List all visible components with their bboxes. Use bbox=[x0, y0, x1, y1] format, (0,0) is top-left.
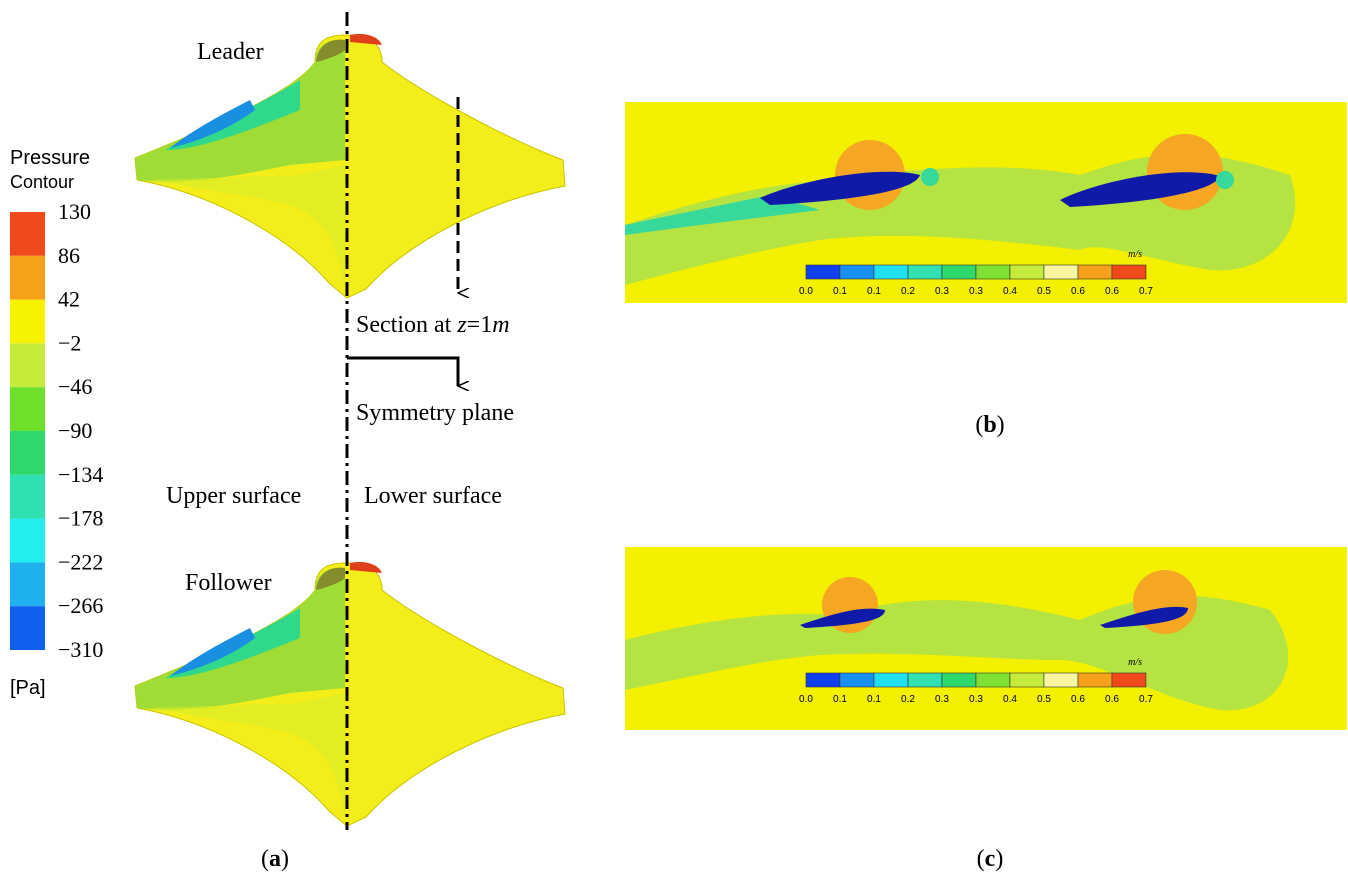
tick-label: −134 bbox=[58, 462, 103, 487]
tick-label: −2 bbox=[58, 330, 81, 355]
color-block bbox=[805, 672, 841, 688]
tick-label: 130 bbox=[58, 199, 91, 224]
color-block bbox=[10, 474, 45, 519]
color-block bbox=[975, 672, 1011, 688]
tick-label: −266 bbox=[58, 593, 103, 618]
color-block bbox=[10, 606, 45, 650]
tick-label: 0.6 bbox=[1071, 286, 1085, 297]
symmetry-label: Symmetry plane bbox=[356, 400, 514, 426]
text: =1 bbox=[467, 312, 493, 338]
color-block bbox=[1111, 264, 1147, 280]
color-block bbox=[839, 264, 875, 280]
legend-unit: [Pa] bbox=[10, 677, 46, 699]
leader-label: Leader bbox=[197, 39, 264, 65]
text: m bbox=[492, 312, 509, 338]
color-block bbox=[1043, 264, 1079, 280]
tick-label: 0.3 bbox=[969, 286, 983, 297]
legend-subtitle: Contour bbox=[10, 172, 74, 192]
tick-label: 0.3 bbox=[935, 286, 949, 297]
text: z bbox=[456, 312, 467, 338]
tick-label: 0.4 bbox=[1003, 694, 1017, 705]
tick-label: −178 bbox=[58, 506, 103, 531]
tick-label: 0.2 bbox=[901, 694, 915, 705]
tick-label: −90 bbox=[58, 418, 92, 443]
tick-label: 0.7 bbox=[1139, 694, 1153, 705]
leader-contour bbox=[134, 33, 566, 299]
color-block bbox=[805, 264, 841, 280]
color-block bbox=[1009, 672, 1045, 688]
text: ( bbox=[977, 846, 985, 872]
color-block bbox=[941, 264, 977, 280]
color-block bbox=[907, 264, 943, 280]
tick-label: −222 bbox=[58, 549, 103, 574]
tick-label: 86 bbox=[58, 243, 80, 268]
tick-label: 0.5 bbox=[1037, 286, 1051, 297]
color-block bbox=[10, 299, 45, 344]
text: Section at bbox=[356, 312, 457, 338]
colorbar-unit: m/s bbox=[1128, 657, 1142, 668]
color-block bbox=[873, 264, 909, 280]
color-block bbox=[1077, 264, 1113, 280]
color-block bbox=[10, 387, 45, 431]
tick-label: 0.1 bbox=[867, 694, 881, 705]
color-block bbox=[10, 212, 45, 256]
color-block bbox=[1077, 672, 1113, 688]
color-block bbox=[975, 264, 1011, 280]
color-block bbox=[839, 672, 875, 688]
tick-label: 42 bbox=[58, 287, 80, 312]
tick-label: 0.1 bbox=[833, 694, 847, 705]
section-label: Section at z=1m bbox=[356, 312, 510, 338]
color-block bbox=[10, 431, 45, 475]
tick-label: 0.7 bbox=[1139, 286, 1153, 297]
caption: (b) bbox=[975, 412, 1004, 438]
follower-contour bbox=[134, 561, 566, 827]
color-block bbox=[10, 343, 45, 388]
tick-label: −310 bbox=[58, 637, 103, 662]
tick-label: 0.0 bbox=[799, 286, 813, 297]
color-block bbox=[941, 672, 977, 688]
text: b bbox=[983, 412, 996, 438]
color-block bbox=[1043, 672, 1079, 688]
text: c bbox=[985, 846, 996, 872]
tick-label: 0.6 bbox=[1071, 694, 1085, 705]
colorbar-unit: m/s bbox=[1128, 249, 1142, 260]
tick-label: 0.1 bbox=[867, 286, 881, 297]
velocity-colorbar: 0.0 0.1 0.1 0.2 0.3 0.3 0.4 0.5 0.6 0.6 0.7 m/s bbox=[799, 657, 1153, 705]
text: ( bbox=[975, 412, 983, 438]
lower-label: Lower surface bbox=[364, 483, 502, 509]
velocity-field bbox=[625, 547, 1347, 730]
color-block bbox=[10, 255, 45, 300]
color-block bbox=[10, 518, 45, 563]
tick-label: 0.3 bbox=[969, 694, 983, 705]
tick-label: −46 bbox=[58, 374, 92, 399]
text: ( bbox=[261, 846, 269, 872]
tick-label: 0.6 bbox=[1105, 286, 1119, 297]
text: ) bbox=[997, 412, 1005, 438]
symmetry-arrow bbox=[347, 356, 458, 386]
pressure-colorbar: 130 86 42 −2 −46 −90 −134 −178 −222 −266 −310 bbox=[10, 199, 103, 662]
text: ) bbox=[281, 846, 289, 872]
caption: (c) bbox=[977, 846, 1004, 872]
text: ) bbox=[995, 846, 1003, 872]
tick-label: 0.4 bbox=[1003, 286, 1017, 297]
legend-title: Pressure bbox=[10, 147, 90, 169]
text: a bbox=[269, 846, 281, 872]
color-block bbox=[873, 672, 909, 688]
caption: (a) bbox=[261, 846, 289, 872]
tick-label: 0.6 bbox=[1105, 694, 1119, 705]
tick-label: 0.3 bbox=[935, 694, 949, 705]
follower-label: Follower bbox=[185, 570, 272, 596]
velocity-colorbar: 0.0 0.1 0.1 0.2 0.3 0.3 0.4 0.5 0.6 0.6 0.7 m/s bbox=[799, 249, 1153, 297]
tick-label: 0.5 bbox=[1037, 694, 1051, 705]
tick-label: 0.2 bbox=[901, 286, 915, 297]
tick-label: 0.1 bbox=[833, 286, 847, 297]
tick-label: 0.0 bbox=[799, 694, 813, 705]
color-block bbox=[1009, 264, 1045, 280]
upper-label: Upper surface bbox=[166, 483, 301, 509]
color-block bbox=[10, 562, 45, 607]
velocity-field bbox=[625, 102, 1347, 303]
color-block bbox=[907, 672, 943, 688]
color-block bbox=[1111, 672, 1147, 688]
